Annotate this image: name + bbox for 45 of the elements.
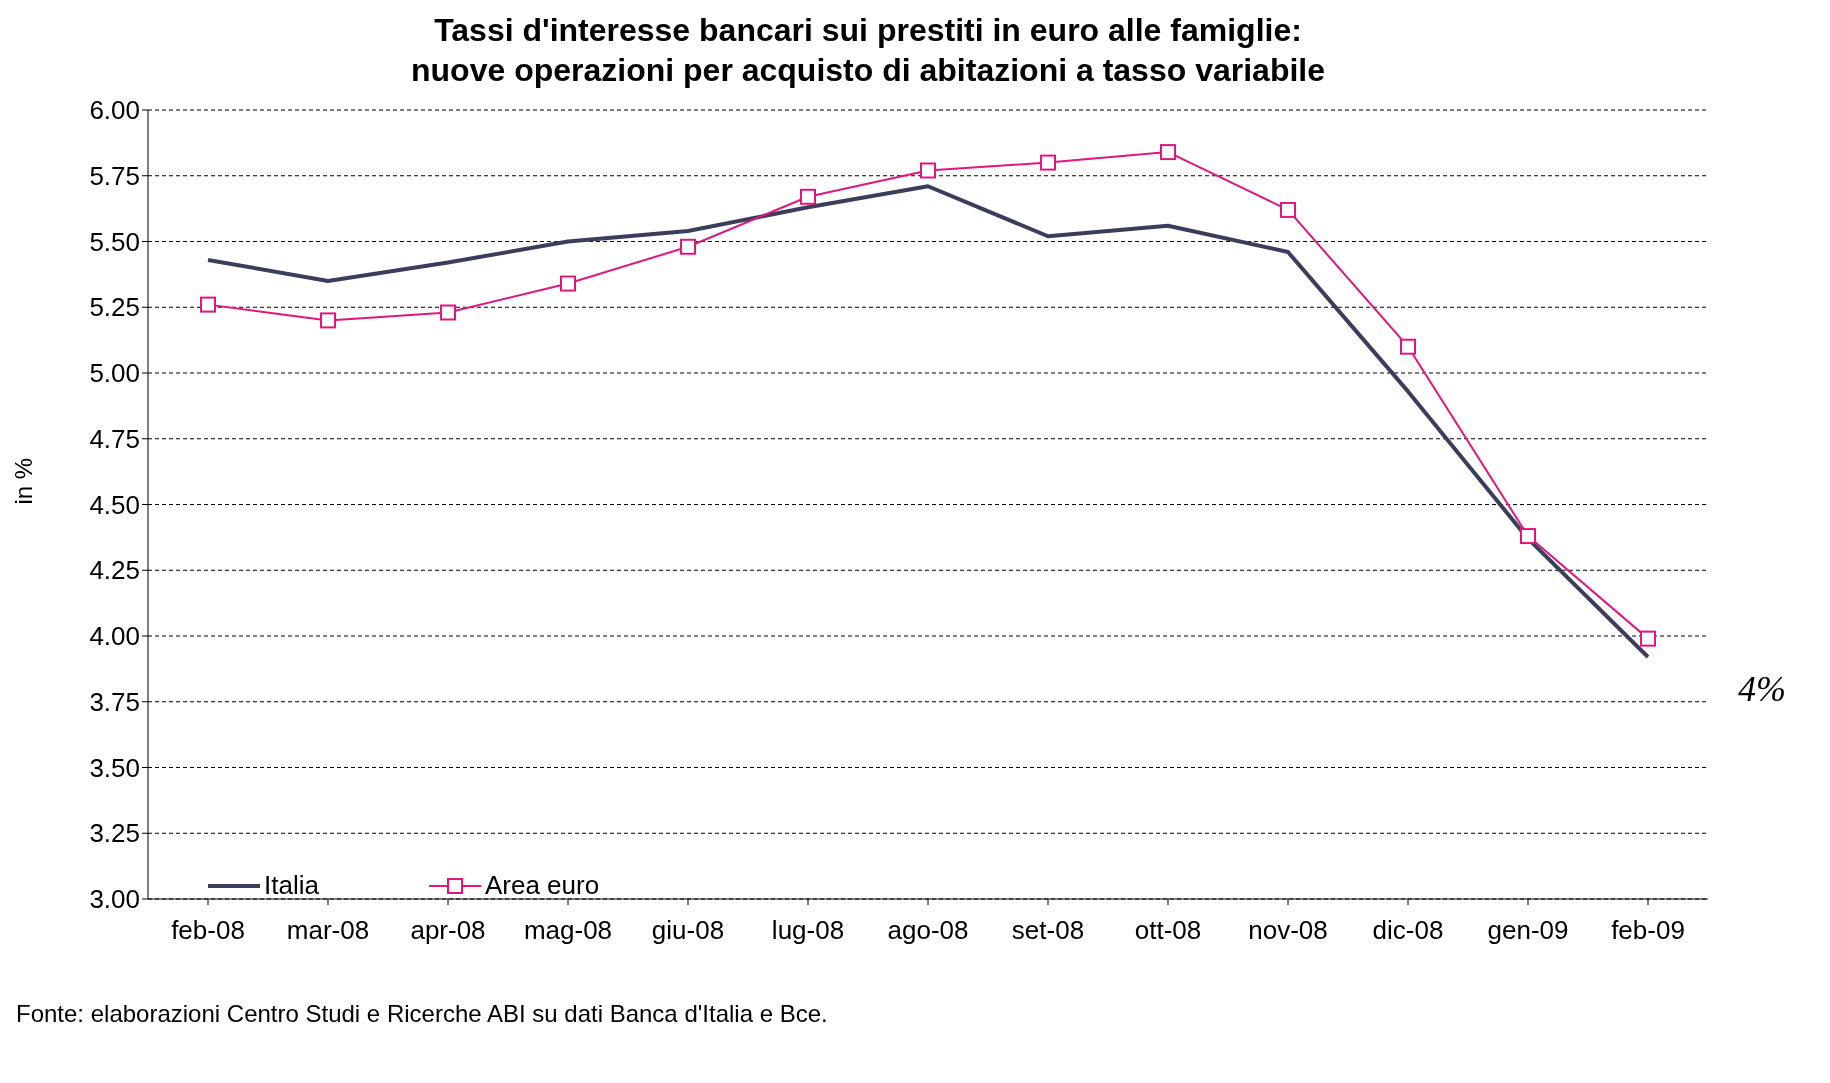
- x-tick-label: giu-08: [651, 915, 725, 946]
- y-tick-label: 4.50: [89, 489, 140, 520]
- y-tick-label: 6.00: [89, 95, 140, 126]
- y-tick-label: 3.50: [89, 752, 140, 783]
- x-tick-label: set-08: [1011, 915, 1085, 946]
- y-axis-title: in %: [9, 457, 37, 505]
- point: [1040, 154, 1056, 171]
- x-tick-label: ago-08: [887, 915, 969, 946]
- y-tick-label: 3.00: [89, 884, 140, 915]
- x-tick-label: dic-08: [1372, 915, 1444, 946]
- x-tick-label: ott-08: [1134, 915, 1202, 946]
- point: [800, 188, 816, 205]
- point: [1520, 528, 1536, 545]
- chart-title: Tassi d'interesse bancari sui prestiti in euro alle famiglie: nuove operazioni per acquisto di abitazioni a tasso variabile: [410, 11, 1326, 90]
- y-tick-label: 5.75: [89, 160, 140, 191]
- text: 4%: [1738, 667, 1786, 710]
- point: [200, 296, 216, 313]
- y-tick-label: 5.25: [89, 292, 140, 323]
- y-tick-label: 4.25: [89, 555, 140, 586]
- y-tick-label: 5.50: [89, 226, 140, 257]
- x-tick-label: feb-08: [171, 915, 245, 946]
- x-tick-label: apr-08: [410, 915, 486, 946]
- legend-label: Area euro: [484, 870, 600, 901]
- x-tick-label: mar-08: [286, 915, 370, 946]
- point: [920, 162, 936, 179]
- y-tick-label: 4.75: [89, 423, 140, 454]
- point: [1400, 338, 1416, 355]
- y-tick-label: 3.25: [89, 818, 140, 849]
- point: [1160, 144, 1176, 161]
- point: [440, 304, 456, 321]
- y-tick-label: 5.00: [89, 358, 140, 389]
- point: [680, 238, 696, 255]
- point: [560, 275, 576, 292]
- point: [1280, 201, 1296, 218]
- x-tick-label: feb-09: [1611, 915, 1685, 946]
- legend-label: Italia: [264, 870, 319, 901]
- x-tick-label: lug-08: [771, 915, 845, 946]
- point: [320, 312, 336, 329]
- y-tick-label: 3.75: [89, 686, 140, 717]
- x-tick-label: mag-08: [523, 915, 613, 946]
- y-tick-label: 4.00: [89, 621, 140, 652]
- point: [1640, 630, 1656, 647]
- x-tick-label: gen-09: [1487, 915, 1569, 946]
- x-tick-label: nov-08: [1248, 915, 1328, 946]
- source-note: Fonte: elaborazioni Centro Studi e Ricerche ABI su dati Banca d'Italia e Bce.: [16, 1000, 829, 1028]
